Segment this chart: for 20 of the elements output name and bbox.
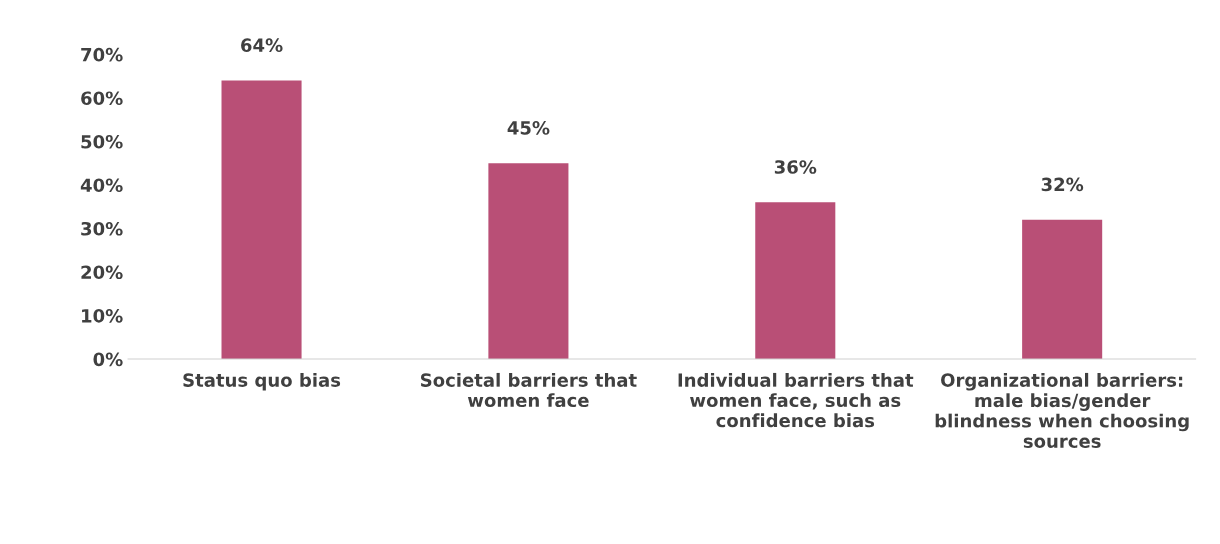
y-tick-label: 60% — [81, 91, 123, 106]
data-label: 45% — [507, 121, 550, 135]
y-tick-label: 70% — [81, 47, 123, 62]
bar — [755, 202, 836, 360]
data-label: 32% — [1041, 177, 1084, 192]
data-label: 64% — [241, 38, 283, 53]
x-tick-label: Societal barriers that women face — [421, 372, 637, 408]
x-tick-label: Organizational barriers: male bias/gender blindness when choosing sources — [935, 372, 1189, 448]
y-tick-label: 0% — [93, 352, 123, 367]
bar — [488, 163, 569, 360]
bar — [221, 80, 302, 360]
y-tick-label: 20% — [81, 265, 123, 280]
y-tick-label: 10% — [82, 308, 123, 323]
x-tick-label: Individual barriers that women face, such as confidence bias — [678, 372, 914, 428]
y-tick-label: 30% — [81, 221, 123, 236]
y-tick-label: 40% — [80, 178, 123, 193]
y-tick-label: 50% — [81, 134, 123, 149]
data-label: 36% — [774, 160, 817, 174]
bar — [1022, 219, 1103, 360]
x-tick-label: Status quo bias — [183, 372, 341, 391]
